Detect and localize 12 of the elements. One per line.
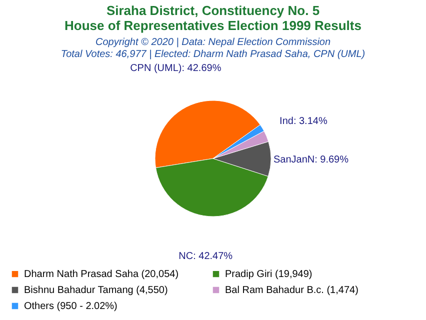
data-label: CPN (UML): 42.69%	[130, 62, 222, 74]
chart-title: Siraha District, Constituency No. 5 House of Representatives Election 1999 Results	[64, 2, 362, 33]
legend-label: Bishnu Bahadur Tamang (4,550)	[24, 285, 168, 296]
legend-label: Bal Ram Bahadur B.c. (1,474)	[225, 285, 358, 296]
data-label: Ind: 3.14%	[280, 116, 328, 127]
data-label: NC: 42.47%	[178, 251, 233, 262]
chart-subtitle: Copyright © 2020 | Data: Nepal Election Commission	[95, 36, 331, 48]
legend-label: Dharm Nath Prasad Saha (20,054)	[24, 269, 179, 280]
text: Total Votes: 46,977 | Elected: Dharm Nath Prasad Saha, CPN (UML)	[60, 48, 366, 60]
data-label: SanJanN: 9.69%	[273, 154, 349, 166]
legend-label: Others (950 - 2.02%)	[24, 301, 118, 312]
legend-label: Pradip Giri (19,949)	[225, 269, 312, 280]
